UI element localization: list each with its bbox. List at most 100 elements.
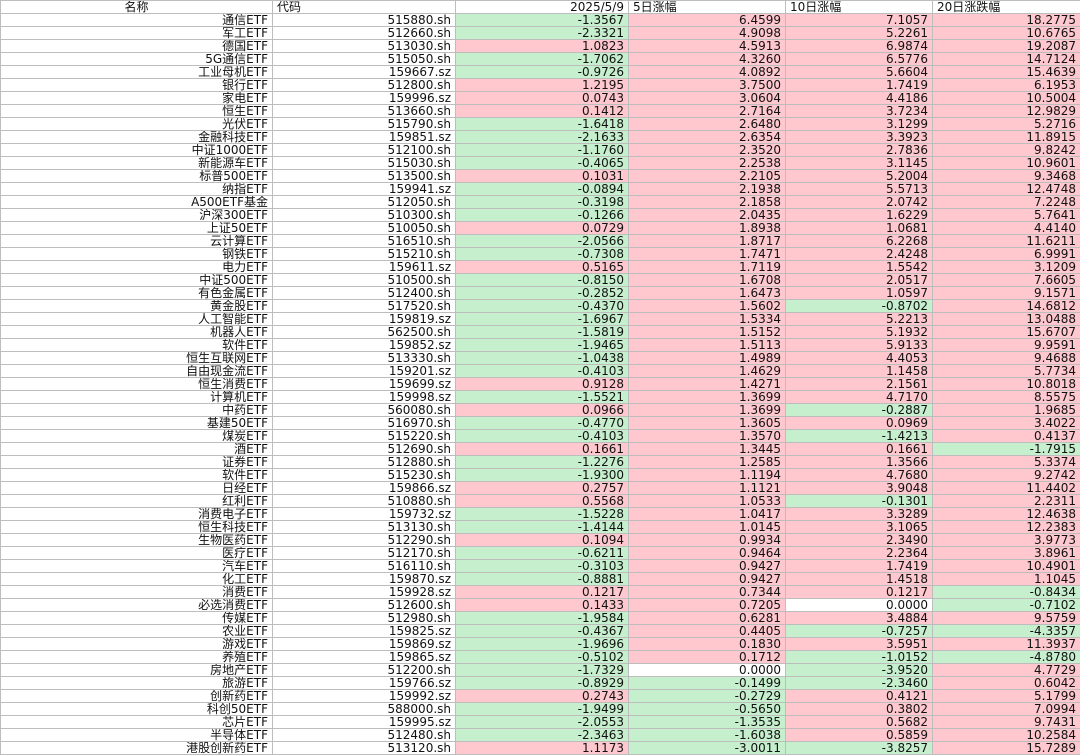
- change-value: 9.3468: [933, 170, 1080, 183]
- change-value: 1.4518: [786, 573, 933, 586]
- change-value: 0.1433: [456, 599, 629, 612]
- fund-code: 159819.sz: [273, 313, 456, 326]
- change-value: 3.1145: [786, 157, 933, 170]
- change-value: 2.1938: [629, 183, 786, 196]
- change-value: 0.5568: [456, 495, 629, 508]
- fund-code: 513120.sh: [273, 742, 456, 755]
- fund-code: 512800.sh: [273, 79, 456, 92]
- fund-name: 光伏ETF: [1, 118, 273, 131]
- change-value: -3.0011: [629, 742, 786, 755]
- fund-name: 汽车ETF: [1, 560, 273, 573]
- change-value: 0.9427: [629, 560, 786, 573]
- fund-code: 510880.sh: [273, 495, 456, 508]
- fund-code: 512660.sh: [273, 27, 456, 40]
- fund-code: 512200.sh: [273, 664, 456, 677]
- change-value: 1.4271: [629, 378, 786, 391]
- change-value: 1.7419: [786, 79, 933, 92]
- change-value: 10.4901: [933, 560, 1080, 573]
- fund-name: 科创50ETF: [1, 703, 273, 716]
- fund-name: 银行ETF: [1, 79, 273, 92]
- change-value: 0.5859: [786, 729, 933, 742]
- fund-code: 513660.sh: [273, 105, 456, 118]
- column-header: 20日涨跌幅: [933, 1, 1080, 14]
- fund-code: 159995.sz: [273, 716, 456, 729]
- fund-name: 电力ETF: [1, 261, 273, 274]
- change-value: -1.2276: [456, 456, 629, 469]
- fund-name: 消费ETF: [1, 586, 273, 599]
- change-value: 1.3699: [629, 404, 786, 417]
- fund-name: 港股创新药ETF: [1, 742, 273, 755]
- change-value: 1.2195: [456, 79, 629, 92]
- change-value: -1.6038: [629, 729, 786, 742]
- change-value: -3.8257: [786, 742, 933, 755]
- fund-code: 513330.sh: [273, 352, 456, 365]
- change-value: 1.5334: [629, 313, 786, 326]
- fund-code: 515790.sh: [273, 118, 456, 131]
- fund-name: 必选消费ETF: [1, 599, 273, 612]
- fund-code: 159996.sz: [273, 92, 456, 105]
- change-value: 3.0604: [629, 92, 786, 105]
- fund-name: 养殖ETF: [1, 651, 273, 664]
- change-value: 5.1932: [786, 326, 933, 339]
- fund-code: 159869.sz: [273, 638, 456, 651]
- change-value: 1.6708: [629, 274, 786, 287]
- change-value: 1.0681: [786, 222, 933, 235]
- change-value: 0.0729: [456, 222, 629, 235]
- change-value: 1.0597: [786, 287, 933, 300]
- column-header: 代码: [273, 1, 456, 14]
- change-value: 7.0994: [933, 703, 1080, 716]
- change-value: 9.8242: [933, 144, 1080, 157]
- change-value: 9.9591: [933, 339, 1080, 352]
- change-value: 5.2004: [786, 170, 933, 183]
- change-value: 11.4402: [933, 482, 1080, 495]
- change-value: 0.1412: [456, 105, 629, 118]
- change-value: 11.3937: [933, 638, 1080, 651]
- fund-code: 159766.sz: [273, 677, 456, 690]
- fund-name: 中证1000ETF: [1, 144, 273, 157]
- change-value: -0.7102: [933, 599, 1080, 612]
- change-value: 1.1173: [456, 742, 629, 755]
- change-value: -0.2852: [456, 287, 629, 300]
- fund-name: 上证50ETF: [1, 222, 273, 235]
- fund-code: 588000.sh: [273, 703, 456, 716]
- change-value: 12.4748: [933, 183, 1080, 196]
- change-value: 9.1571: [933, 287, 1080, 300]
- fund-code: 517520.sh: [273, 300, 456, 313]
- change-value: 8.5575: [933, 391, 1080, 404]
- fund-name: 农业ETF: [1, 625, 273, 638]
- change-value: 2.2364: [786, 547, 933, 560]
- change-value: -0.4370: [456, 300, 629, 313]
- change-value: 3.7234: [786, 105, 933, 118]
- fund-code: 560080.sh: [273, 404, 456, 417]
- fund-name: 软件ETF: [1, 469, 273, 482]
- change-value: 0.6042: [933, 677, 1080, 690]
- change-value: 0.7205: [629, 599, 786, 612]
- change-value: -1.3535: [629, 716, 786, 729]
- fund-name: 中药ETF: [1, 404, 273, 417]
- fund-name: 黄金股ETF: [1, 300, 273, 313]
- fund-name: 标普500ETF: [1, 170, 273, 183]
- change-value: -1.9300: [456, 469, 629, 482]
- change-value: 0.6281: [629, 612, 786, 625]
- change-value: 11.6211: [933, 235, 1080, 248]
- change-value: 12.9829: [933, 105, 1080, 118]
